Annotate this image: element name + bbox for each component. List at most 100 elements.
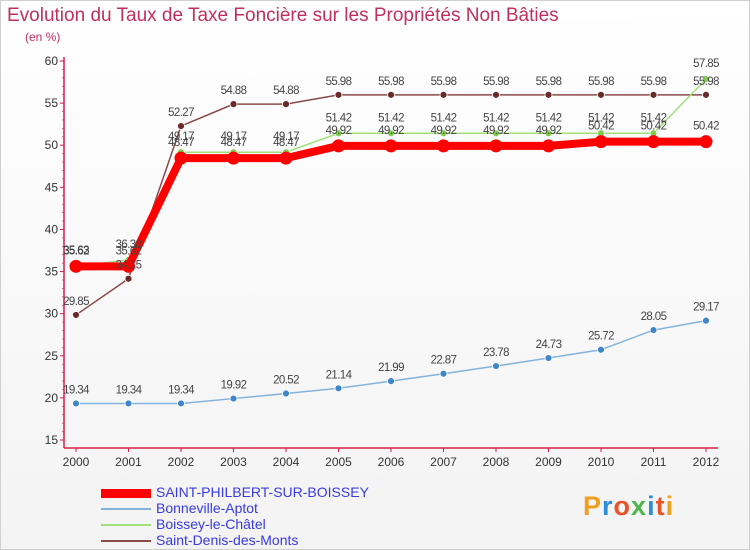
series-1-point [544,354,553,362]
series-3-data-label: 55.98 [431,76,457,88]
series-1-point [649,326,658,334]
series-3-point [387,90,395,99]
series-2-data-label: 51.42 [483,112,509,124]
series-2-data-label: 51.42 [536,112,562,124]
series-1-data-label: 19.34 [63,384,90,396]
series-0-data-label: 35.62 [116,245,142,257]
legend-swatch [101,540,151,543]
series-3-point [334,90,343,99]
x-tick-label: 2010 [588,455,615,469]
series-0-point [647,135,660,149]
series-1-point [387,377,395,386]
series-2-point [387,129,395,138]
series-2-data-label: 51.42 [431,112,457,124]
series-0-point [542,139,555,153]
y-tick-label: 25 [45,349,59,363]
x-tick-label: 2009 [535,455,562,469]
series-2-data-label: 36.38 [116,239,142,251]
series-1-point [72,399,80,408]
logo-letter: x [631,491,648,521]
series-1-data-label: 23.78 [483,347,509,359]
x-tick-label: 2007 [430,455,457,469]
x-tick-label: 2008 [483,455,510,469]
x-tick-label: 2005 [325,455,352,469]
logo-letter: t [655,491,666,521]
series-1-point [229,394,238,403]
y-tick-label: 15 [45,433,59,447]
series-2-data-label: 49.17 [168,131,194,143]
series-1-data-label: 21.14 [326,369,353,381]
series-0-data-label: 50.42 [693,121,719,133]
series-0-point [437,139,450,153]
series-2-point [439,129,448,138]
series-0-data-label: 48.47 [221,137,247,149]
series-2-data-label: 51.42 [378,112,404,124]
series-3-data-label: 55.98 [378,76,404,88]
series-1-point [597,345,605,354]
x-tick-label: 2011 [641,455,667,469]
series-2-data-label: 51.42 [641,112,667,124]
series-0-data-label: 49.92 [378,125,404,137]
series-0-data-label: 35.62 [63,245,89,257]
x-tick-label: 2006 [378,455,405,469]
series-3-point [439,90,448,99]
legend-label: Bonneville-Aptot [156,500,258,516]
x-tick-label: 2003 [220,455,247,469]
series-line-0 [76,137,706,271]
y-tick-label: 20 [45,391,59,405]
series-1-data-label: 25.72 [588,331,614,343]
series-3-point [229,100,238,109]
series-1-point [124,399,133,408]
y-tick-label: 55 [45,96,59,110]
logo-letter: P [583,491,603,521]
series-2-point [544,129,553,138]
legend-swatch [101,488,151,498]
series-0-point [699,135,713,149]
logo-letter: o [613,491,632,521]
series-2-data-label: 49.17 [273,131,299,143]
series-2-point [702,75,710,84]
series-0-data-label: 49.92 [483,125,509,137]
series-0-data-label: 50.42 [588,121,614,133]
series-1-point [439,369,448,378]
x-tick-label: 2012 [693,455,720,469]
series-1-data-label: 22.87 [431,355,457,367]
series-0-data-label: 48.47 [273,137,299,149]
y-axis-unit: (en %) [25,30,61,44]
series-0-point [69,259,83,273]
logo-letter: i [665,491,675,521]
series-0-data-label: 50.42 [641,121,667,133]
series-1-data-label: 24.73 [536,339,562,351]
series-2-data-label: 51.42 [326,112,352,124]
series-3-point [492,90,500,99]
legend-label: SAINT-PHILBERT-SUR-BOISSEY [156,484,369,500]
series-2-data-label: 49.17 [221,131,247,143]
series-3-point [544,90,553,99]
series-1-point [702,316,710,325]
series-1-data-label: 29.17 [693,302,719,314]
series-0-point [122,259,135,273]
y-tick-label: 30 [45,307,59,321]
series-0-point [489,139,503,153]
series-0-point [279,151,293,165]
series-0-point [227,151,240,165]
series-1-data-label: 28.05 [641,311,667,323]
series-0-data-label: 49.92 [536,125,562,137]
series-3-data-label: 55.98 [536,76,562,88]
x-tick-label: 2002 [168,455,195,469]
series-0-point [384,139,398,153]
series-3-data-label: 54.88 [221,85,247,97]
series-1-data-label: 21.99 [378,362,404,374]
series-2-data-label: 57.85 [693,58,719,70]
y-tick-label: 45 [45,180,59,194]
legend-item: SAINT-PHILBERT-SUR-BOISSEY [101,484,369,500]
series-0-data-label: 49.92 [431,125,457,137]
series-3-data-label: 29.85 [63,296,89,308]
series-3-point [597,90,605,99]
proxiti-logo: Proxiti [583,491,674,522]
y-tick-label: 50 [45,138,59,152]
series-0-data-label: 48.47 [168,137,194,149]
series-0-point [332,139,345,153]
